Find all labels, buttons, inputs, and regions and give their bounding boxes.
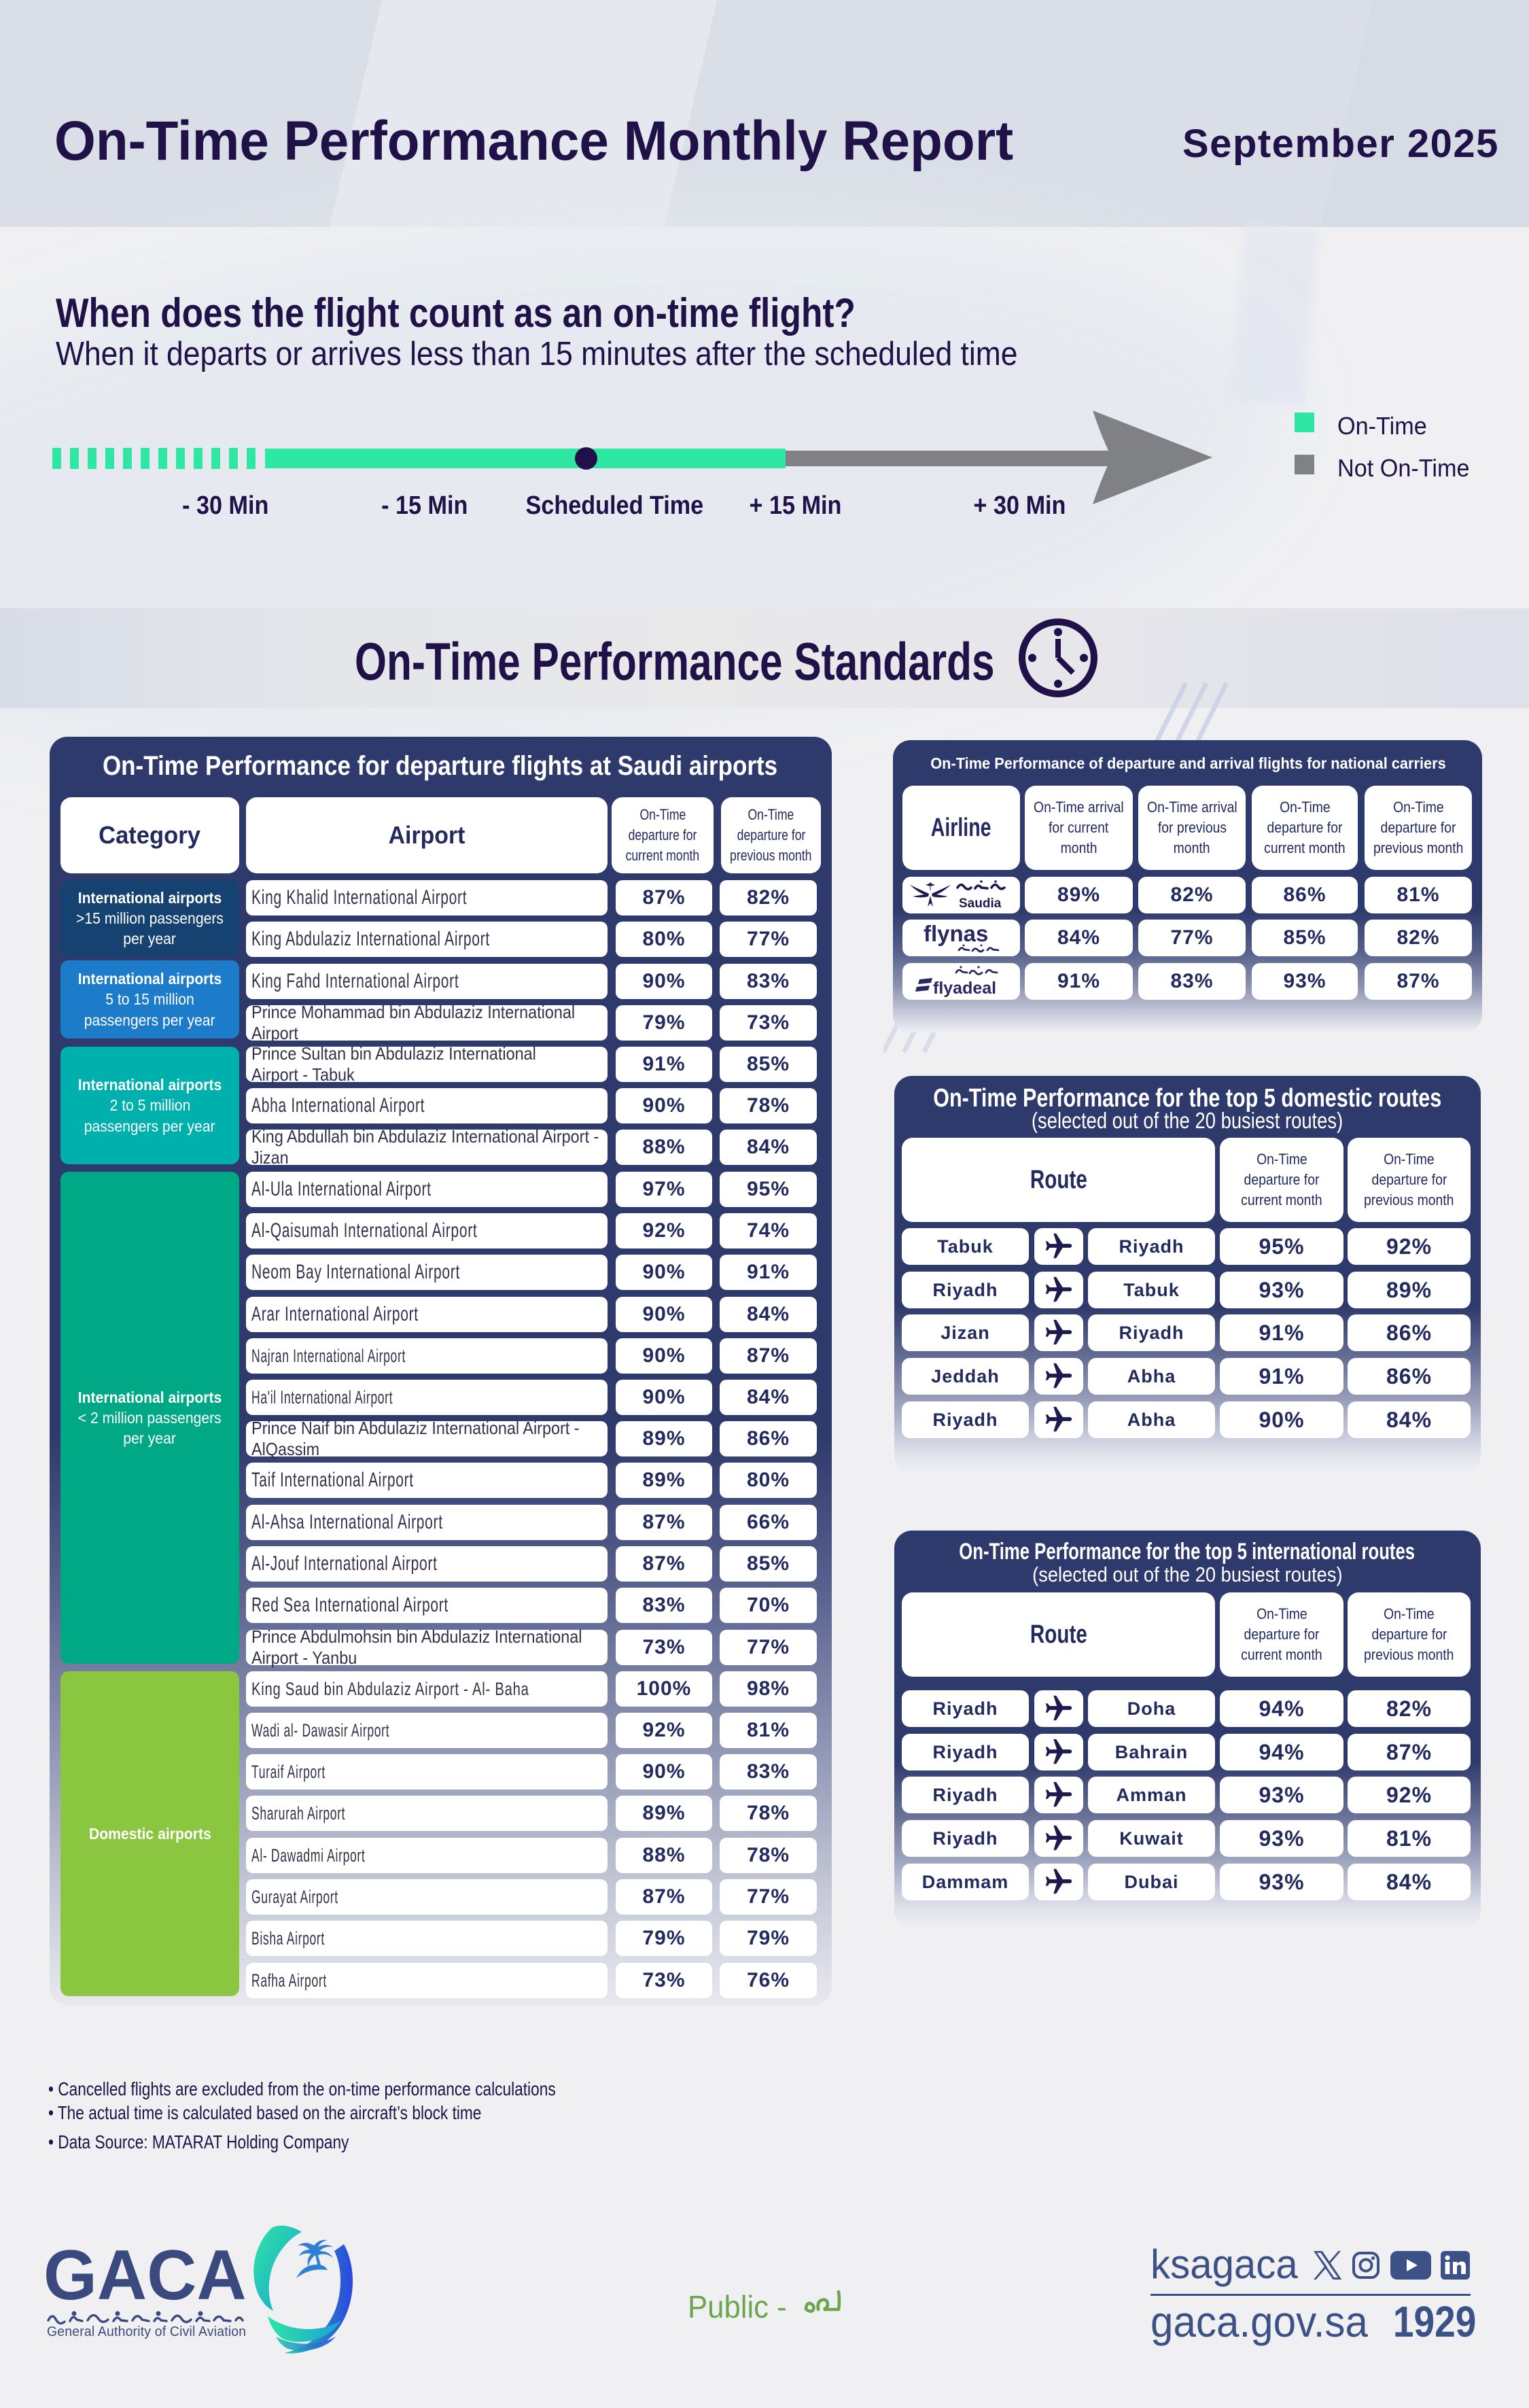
- svg-text:flyadeal: flyadeal: [933, 979, 996, 998]
- svg-text:flynas: flynas: [924, 921, 988, 946]
- svg-text:Saudia: Saudia: [959, 896, 1002, 911]
